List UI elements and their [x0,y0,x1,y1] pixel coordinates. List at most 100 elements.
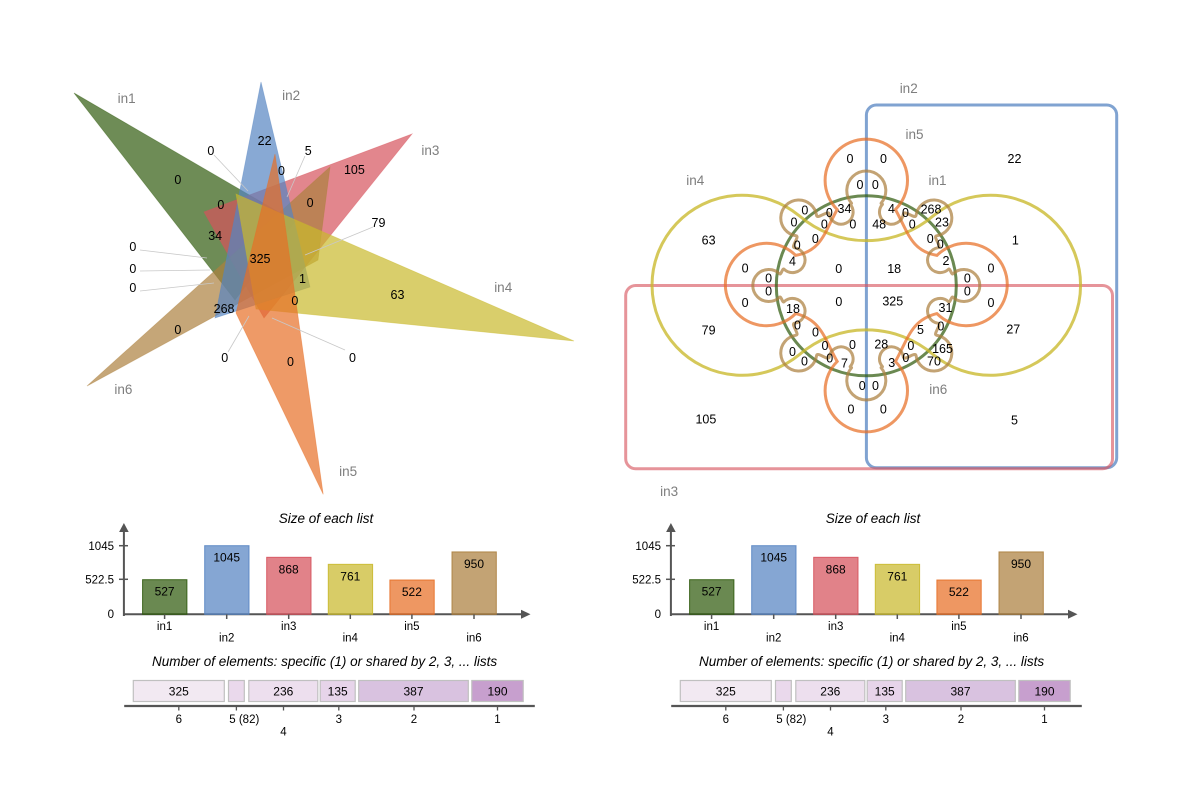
svg-text:0: 0 [217,198,224,212]
svg-text:0: 0 [937,238,944,252]
svg-text:5: 5 [305,144,312,158]
svg-text:0: 0 [789,345,796,359]
svg-text:in3: in3 [281,621,296,633]
svg-text:0: 0 [847,152,854,166]
svg-text:0: 0 [174,173,181,187]
svg-text:4: 4 [280,727,287,739]
svg-text:0: 0 [835,262,842,276]
svg-text:70: 70 [927,355,941,369]
svg-text:268: 268 [214,302,235,316]
svg-text:1045: 1045 [213,551,240,565]
svg-text:in4: in4 [494,280,513,295]
svg-text:0: 0 [812,232,819,246]
svg-text:79: 79 [372,216,386,230]
svg-text:in1: in1 [704,621,719,633]
svg-text:in5: in5 [339,464,357,479]
svg-text:0: 0 [349,351,356,365]
svg-text:0: 0 [880,152,887,166]
svg-text:in2: in2 [900,81,918,96]
svg-text:0: 0 [849,338,856,352]
svg-text:in6: in6 [1013,633,1028,645]
svg-text:63: 63 [702,234,716,248]
svg-text:0: 0 [872,379,879,393]
svg-text:190: 190 [487,685,507,699]
svg-text:0: 0 [907,339,914,353]
svg-text:0: 0 [902,206,909,220]
svg-text:1: 1 [1041,714,1047,726]
svg-text:3: 3 [336,714,342,726]
svg-text:135: 135 [875,685,895,699]
svg-text:1045: 1045 [760,551,787,565]
svg-text:0: 0 [801,203,808,217]
svg-text:325: 325 [169,685,189,699]
svg-text:0: 0 [129,262,136,276]
svg-text:0: 0 [742,296,749,310]
svg-text:in1: in1 [157,621,172,633]
svg-text:0: 0 [835,295,842,309]
svg-text:Size of each list: Size of each list [826,511,922,526]
svg-text:in6: in6 [114,382,132,397]
svg-text:0: 0 [655,609,661,621]
svg-text:2: 2 [411,714,417,726]
svg-text:325: 325 [716,685,736,699]
svg-text:236: 236 [273,685,293,699]
svg-text:2: 2 [943,254,950,268]
svg-text:in4: in4 [343,633,359,645]
svg-text:0: 0 [129,240,136,254]
svg-text:0: 0 [872,178,879,192]
svg-text:63: 63 [391,288,405,302]
svg-text:0: 0 [291,294,298,308]
svg-text:in2: in2 [219,633,234,645]
svg-text:6: 6 [176,714,182,726]
svg-text:5: 5 [1011,414,1018,428]
svg-text:950: 950 [1011,557,1031,571]
svg-text:0: 0 [207,144,214,158]
svg-text:387: 387 [950,685,970,699]
svg-text:387: 387 [403,685,423,699]
svg-text:0: 0 [857,178,864,192]
svg-text:in1: in1 [118,91,136,106]
svg-text:1045: 1045 [635,541,661,553]
svg-text:in6: in6 [466,633,481,645]
svg-text:868: 868 [279,562,299,576]
svg-text:0: 0 [765,271,772,285]
svg-text:0: 0 [880,403,887,417]
svg-text:761: 761 [887,569,907,583]
svg-text:0: 0 [927,232,934,246]
svg-text:0: 0 [988,296,995,310]
svg-text:0: 0 [902,351,909,365]
svg-text:1: 1 [299,272,306,286]
svg-text:in5: in5 [951,621,966,633]
svg-text:0: 0 [812,326,819,340]
svg-text:0: 0 [307,196,314,210]
svg-text:in2: in2 [282,88,300,103]
svg-text:0: 0 [221,351,228,365]
svg-text:28: 28 [874,338,888,352]
svg-text:6: 6 [723,714,729,726]
svg-text:165: 165 [932,342,953,356]
svg-text:0: 0 [794,239,801,253]
svg-text:7: 7 [841,356,848,370]
svg-text:0: 0 [278,164,285,178]
svg-text:34: 34 [838,202,852,216]
svg-text:1: 1 [1012,233,1019,247]
svg-text:23: 23 [935,216,949,230]
svg-text:0: 0 [765,284,772,298]
svg-text:in2: in2 [766,633,781,645]
svg-text:4: 4 [789,254,796,268]
svg-text:5 (82): 5 (82) [229,714,259,726]
svg-text:in6: in6 [929,382,947,397]
svg-text:0: 0 [108,609,114,621]
svg-text:3: 3 [888,356,895,370]
svg-text:79: 79 [702,324,716,338]
svg-text:in4: in4 [686,173,705,188]
svg-text:236: 236 [820,685,840,699]
svg-text:0: 0 [791,216,798,230]
svg-text:in3: in3 [828,621,843,633]
svg-text:761: 761 [340,569,360,583]
svg-text:522.5: 522.5 [85,575,114,587]
svg-text:0: 0 [909,217,916,231]
svg-text:in3: in3 [660,484,678,499]
svg-text:105: 105 [695,413,716,427]
svg-text:0: 0 [849,218,856,232]
